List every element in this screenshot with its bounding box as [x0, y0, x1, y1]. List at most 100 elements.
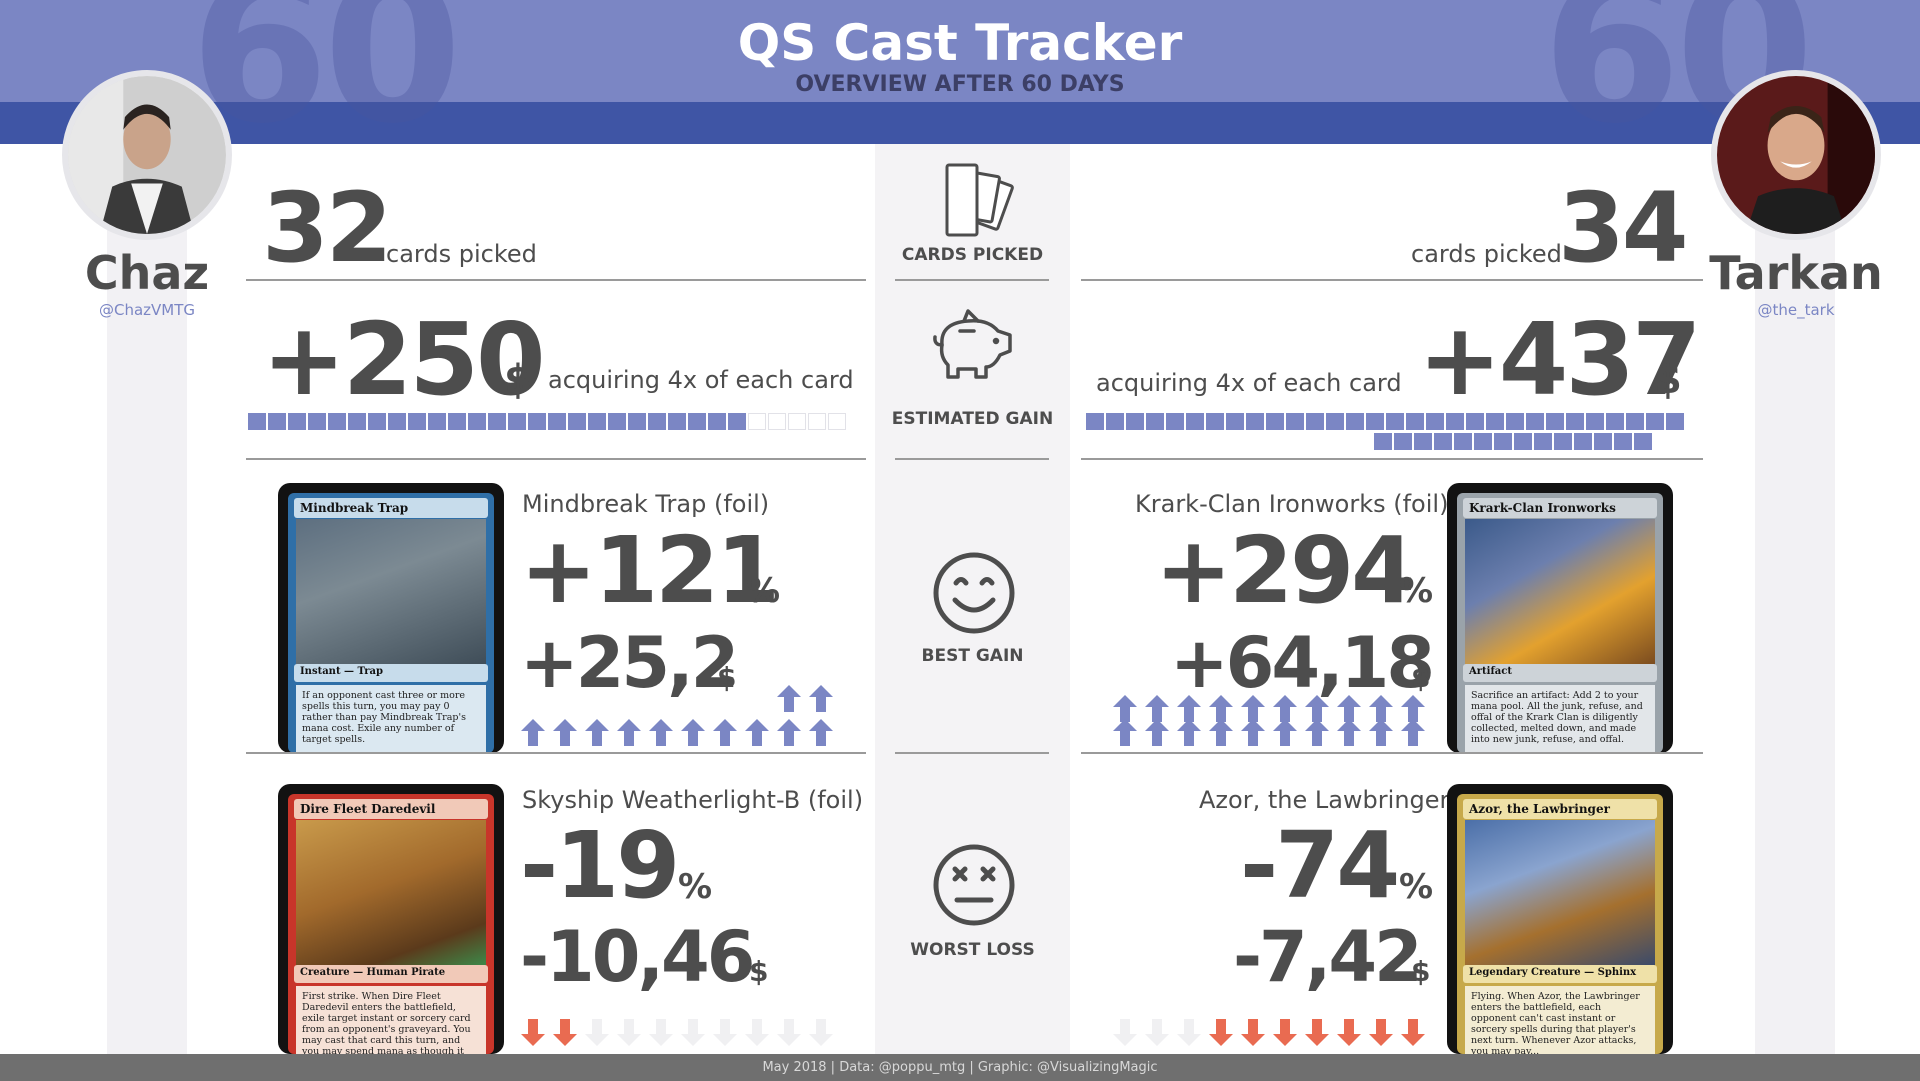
worst-loss-left-pct-unit: %	[678, 867, 713, 907]
down-arrow-icon	[1240, 1018, 1266, 1047]
header-banner: 60 60 QS Cast Tracker OVERVIEW AFTER 60 …	[0, 0, 1920, 144]
header-top-band	[0, 0, 1920, 102]
gain-square	[368, 413, 386, 430]
up-arrow-icon	[1368, 718, 1394, 747]
up-arrow-icon	[1368, 694, 1394, 723]
gain-square	[788, 413, 806, 430]
gain-square	[1514, 433, 1532, 450]
down-arrow-icon	[552, 1018, 578, 1047]
gain-square	[1634, 433, 1652, 450]
divider-right-3	[1081, 752, 1703, 754]
divider-right-1	[1081, 279, 1703, 281]
card-type: Legendary Creature — Sphinx	[1463, 965, 1657, 983]
up-arrow-icon	[1304, 694, 1330, 723]
gain-square	[1646, 413, 1664, 430]
best-gain-left-card-name: Mindbreak Trap (foil)	[522, 490, 770, 518]
worst-loss-right-usd: -7,42	[1233, 916, 1423, 998]
divider-left-3	[246, 752, 866, 754]
player-handle-left[interactable]: @ChazVMTG	[98, 301, 196, 319]
gain-square	[648, 413, 666, 430]
cards-icon	[944, 162, 1024, 242]
gain-square	[728, 413, 746, 430]
up-arrow-icon	[712, 718, 738, 747]
gain-square	[1146, 413, 1164, 430]
down-arrow-icon	[1368, 1018, 1394, 1047]
gain-square	[288, 413, 306, 430]
gain-square	[1246, 413, 1264, 430]
up-arrow-icon	[1112, 694, 1138, 723]
gain-square	[1526, 413, 1544, 430]
card-title: Dire Fleet Daredevil	[294, 799, 488, 819]
up-arrow-icon	[1240, 694, 1266, 723]
up-arrow-icon	[1272, 694, 1298, 723]
gain-left-unit: $	[504, 357, 532, 403]
gain-square	[688, 413, 706, 430]
down-arrow-icon	[616, 1018, 642, 1047]
gain-square	[1166, 413, 1184, 430]
up-arrow-icon	[1112, 718, 1138, 747]
divider-center-2	[895, 458, 1049, 460]
divider-center-3	[895, 752, 1049, 754]
card-title: Krark-Clan Ironworks	[1463, 498, 1657, 518]
gain-square	[1486, 413, 1504, 430]
gain-square	[328, 413, 346, 430]
gain-square	[1346, 413, 1364, 430]
best-gain-section-label: BEST GAIN	[921, 646, 1024, 666]
up-arrow-icon	[776, 718, 802, 747]
gain-square	[1106, 413, 1124, 430]
gain-square	[608, 413, 626, 430]
gain-right-label: acquiring 4x of each card	[1096, 369, 1402, 397]
page-title: QS Cast Tracker	[737, 14, 1183, 72]
best-gain-right-usd-unit: $	[1411, 661, 1431, 694]
gain-left-label: acquiring 4x of each card	[548, 366, 854, 394]
worst-loss-right-arrows	[1112, 1018, 1426, 1047]
gain-square	[1474, 433, 1492, 450]
gain-square	[548, 413, 566, 430]
gain-square	[1126, 413, 1144, 430]
right-side-column	[1755, 144, 1835, 1054]
gain-left-value: +250	[262, 301, 546, 418]
up-arrow-icon	[776, 684, 802, 713]
gain-square	[1454, 433, 1472, 450]
down-arrow-icon	[808, 1018, 834, 1047]
gain-square	[1594, 433, 1612, 450]
gain-square	[1434, 433, 1452, 450]
gain-square	[408, 413, 426, 430]
card-text: Flying. When Azor, the Lawbringer enters…	[1465, 986, 1655, 1054]
gain-square	[468, 413, 486, 430]
card-type: Artifact	[1463, 664, 1657, 682]
card-type: Creature — Human Pirate	[294, 965, 488, 983]
up-arrow-icon	[1240, 718, 1266, 747]
gain-square	[1086, 413, 1104, 430]
gain-square	[1406, 413, 1424, 430]
dizzy-face-icon	[931, 842, 1017, 928]
player-name-left: Chaz	[84, 246, 210, 300]
gain-square	[248, 413, 266, 430]
gain-square	[428, 413, 446, 430]
avatar-left	[62, 70, 232, 240]
gain-square	[308, 413, 326, 430]
left-side-column	[107, 144, 187, 1054]
gain-square	[768, 413, 786, 430]
best-gain-right-pct-unit: %	[1399, 571, 1434, 611]
down-arrow-icon	[584, 1018, 610, 1047]
up-arrow-icon	[1176, 718, 1202, 747]
up-arrow-icon	[1176, 694, 1202, 723]
card-title: Mindbreak Trap	[294, 498, 488, 518]
up-arrow-icon	[616, 718, 642, 747]
down-arrow-icon	[712, 1018, 738, 1047]
up-arrow-icon	[1208, 694, 1234, 723]
card-text: First strike. When Dire Fleet Daredevil …	[296, 986, 486, 1054]
gain-square	[268, 413, 286, 430]
gain-square	[388, 413, 406, 430]
player-handle-right[interactable]: @the_tark	[1757, 301, 1835, 319]
smile-face-icon	[931, 550, 1017, 636]
card-image-mindbreak-trap: Mindbreak Trap Instant — Trap If an oppo…	[278, 483, 504, 753]
gain-square	[1414, 433, 1432, 450]
gain-right-value: +437	[1418, 301, 1702, 418]
divider-right-2	[1081, 458, 1703, 460]
up-arrow-icon	[1336, 694, 1362, 723]
up-arrow-icon	[1304, 718, 1330, 747]
best-gain-right-pct: +294	[1155, 517, 1415, 624]
gain-square	[508, 413, 526, 430]
